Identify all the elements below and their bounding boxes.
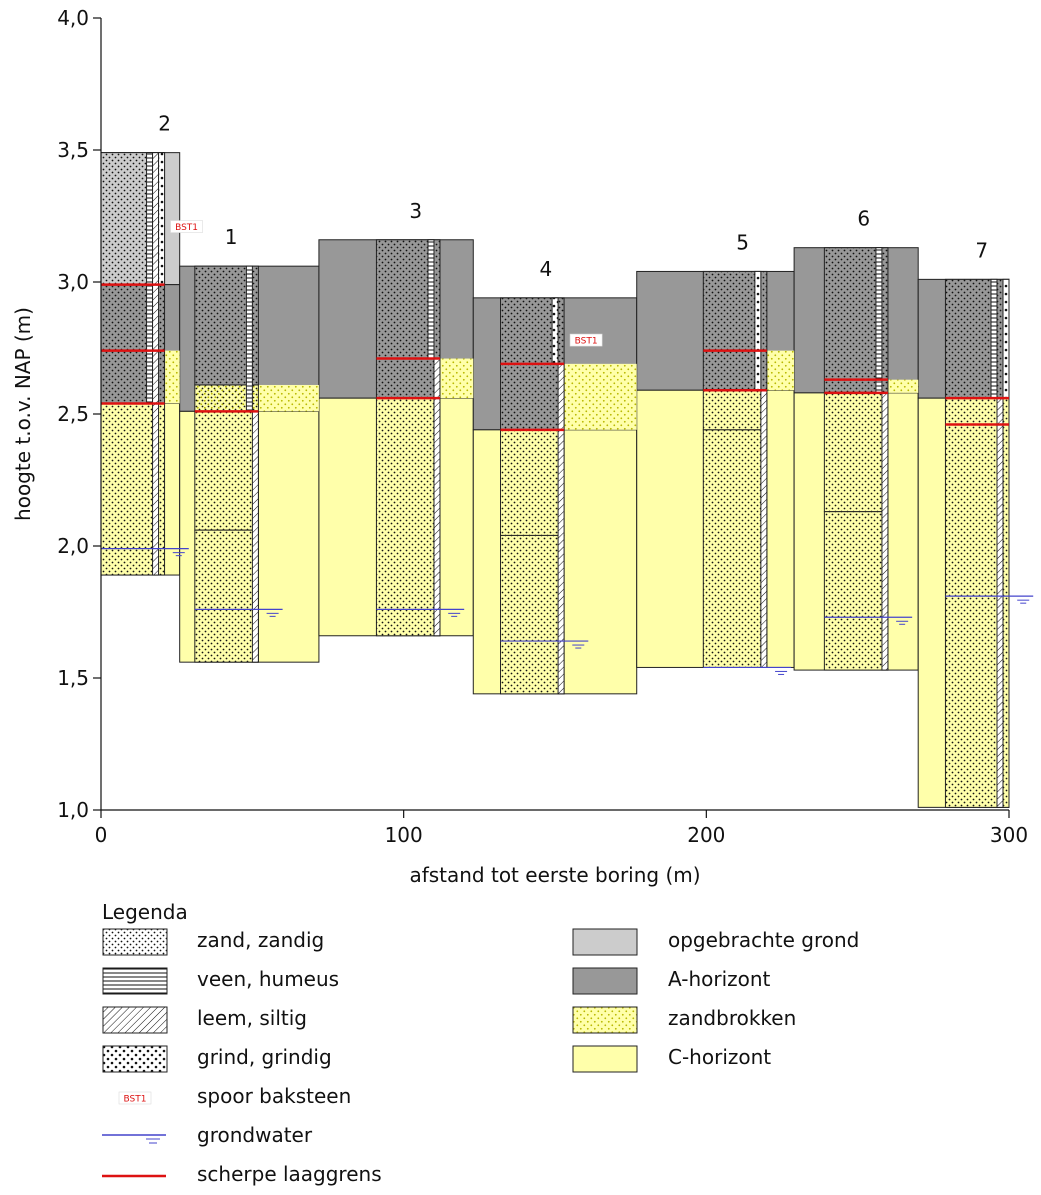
x-tick-label-3: 300 [990, 823, 1028, 847]
bst1-label-4: BST1 [575, 337, 598, 347]
legend-label-grind: grind, grindig [197, 1045, 332, 1069]
legend-swatch-leem [102, 1006, 168, 1034]
zandbrokken-zone-1 [258, 384, 319, 412]
strip-leem-6 [881, 392, 889, 671]
borehole-label-2: 2 [158, 112, 171, 136]
strip-grind-7 [1002, 278, 1010, 399]
legend-label-grondwater: grondwater [197, 1123, 313, 1147]
x-tick-label-1: 100 [385, 823, 423, 847]
y-tick-label-5: 3,5 [57, 138, 89, 162]
strip-veen-6 [875, 247, 883, 394]
core-texture-4-1 [500, 429, 565, 536]
legend-swatch-zandbrokken [572, 1006, 638, 1034]
borehole-label-4: 4 [540, 257, 553, 281]
strip-leem-7 [996, 397, 1004, 808]
strip-grind-5 [754, 270, 762, 391]
legend-swatch-bst1: BST1 [118, 1091, 152, 1105]
label-layer: 2 1 3 4 5 6 7 [158, 112, 988, 281]
strip-leem-3 [433, 358, 441, 637]
y-tick-label-6: 4,0 [57, 6, 89, 30]
borehole-label-1: 1 [225, 225, 238, 249]
zandbrokken-zone-4 [766, 350, 795, 391]
legend-label-opgebracht: opgebrachte grond [668, 928, 860, 952]
cross-section-chart: BST1 BST1 1,0 1,5 2,0 2,5 3,0 3,5 4,0 0 100 200 300… [11, 6, 1034, 887]
legend-swatch-fill-leem [102, 1006, 168, 1034]
y-tick-label-1: 1,5 [57, 666, 89, 690]
legend-swatch-grind [102, 1045, 168, 1073]
bst1-box-4 [569, 333, 603, 347]
bst1-label-2: BST1 [175, 223, 198, 233]
core-texture-4-2 [500, 534, 565, 695]
core-texture-1-2 [194, 410, 259, 531]
strip-veen-2 [146, 152, 154, 404]
strip-grind-4 [551, 297, 559, 365]
core-texture-5-1 [702, 389, 768, 431]
legend-label-leem: leem, siltig [197, 1006, 307, 1030]
legend-swatch-rect-A [572, 967, 638, 995]
legend-swatch-C [572, 1045, 638, 1073]
core-texture-1-3 [194, 529, 259, 663]
zandbrokken-zone-2 [439, 358, 474, 399]
y-axis-label: hoogte t.o.v. NAP (m) [11, 307, 35, 521]
y-tick-label-2: 2,0 [57, 534, 89, 558]
legend-bst1-box [118, 1091, 152, 1105]
legend-swatch-grondwater [102, 1134, 166, 1144]
y-tick-label-4: 3,0 [57, 270, 89, 294]
strip-leem-2 [152, 152, 160, 576]
y-tick-label-3: 2,5 [57, 402, 89, 426]
strip-veen-7 [990, 278, 998, 399]
core-texture-3-1 [375, 397, 441, 637]
legend-label-bst1: spoor baksteen [197, 1084, 352, 1108]
core-texture-5-2 [702, 429, 768, 668]
legend-swatch-fill-veen [102, 967, 168, 995]
core-layer [100, 152, 1010, 808]
legend-label-zandbrokken: zandbrokken [668, 1006, 797, 1030]
borehole-label-6: 6 [857, 207, 870, 231]
legend-label-C: C-horizont [668, 1045, 772, 1069]
axes-layer: 1,0 1,5 2,0 2,5 3,0 3,5 4,0 0 100 200 300 afstand t… [11, 6, 1028, 887]
legend-swatch-fill-zand [102, 928, 168, 956]
legend-swatch-rect-zandbrokken [572, 1006, 638, 1034]
core-texture-6-1 [823, 392, 889, 513]
x-axis-label: afstand tot eerste boring (m) [409, 863, 700, 887]
legend-label-zand: zand, zandig [197, 928, 325, 952]
zandbrokken-zone-0 [164, 350, 180, 404]
y-tick-label-0: 1,0 [57, 798, 89, 822]
legend-swatch-veen [102, 967, 168, 995]
strip-leem-5 [760, 389, 768, 668]
borehole-label-7: 7 [975, 238, 988, 262]
legend-swatch-rect-C [572, 1045, 638, 1073]
legend-swatch-A [572, 967, 638, 995]
legend-label-laaggrens: scherpe laaggrens [197, 1162, 382, 1186]
strip-leem-1 [251, 410, 259, 663]
zandbrokken-zone-5 [887, 379, 919, 393]
strip-veen-1 [245, 265, 253, 412]
strip-veen-3 [427, 239, 435, 360]
legend-label-veen: veen, humeus [197, 967, 340, 991]
strip-leem-4 [557, 363, 565, 695]
zandbrokken-zone-3 [564, 363, 637, 430]
borehole-label-3: 3 [409, 199, 422, 223]
legend-bst1-text: BST1 [124, 1095, 147, 1105]
bst1-box-2 [170, 220, 203, 233]
legend-swatch-laaggrens [102, 1174, 166, 1178]
x-tick-label-0: 0 [95, 823, 108, 847]
legend-swatch-rect-opgebracht [572, 928, 638, 956]
legend-swatch-opgebracht [572, 928, 638, 956]
strip-grind-2 [158, 152, 166, 286]
legend-label-A: A-horizont [668, 967, 771, 991]
core-texture-7-0 [944, 278, 1010, 399]
legend-swatch-zand [102, 928, 168, 956]
core-texture-6-2 [823, 511, 889, 671]
legend-swatch-fill-grind [102, 1045, 168, 1073]
zandbrokken-layer [164, 350, 919, 430]
x-tick-label-2: 200 [687, 823, 725, 847]
borehole-label-5: 5 [736, 230, 749, 254]
marker-layer: BST1 BST1 [101, 220, 1034, 675]
strip-layer [146, 152, 1010, 808]
legend-title: Legenda [102, 900, 188, 924]
